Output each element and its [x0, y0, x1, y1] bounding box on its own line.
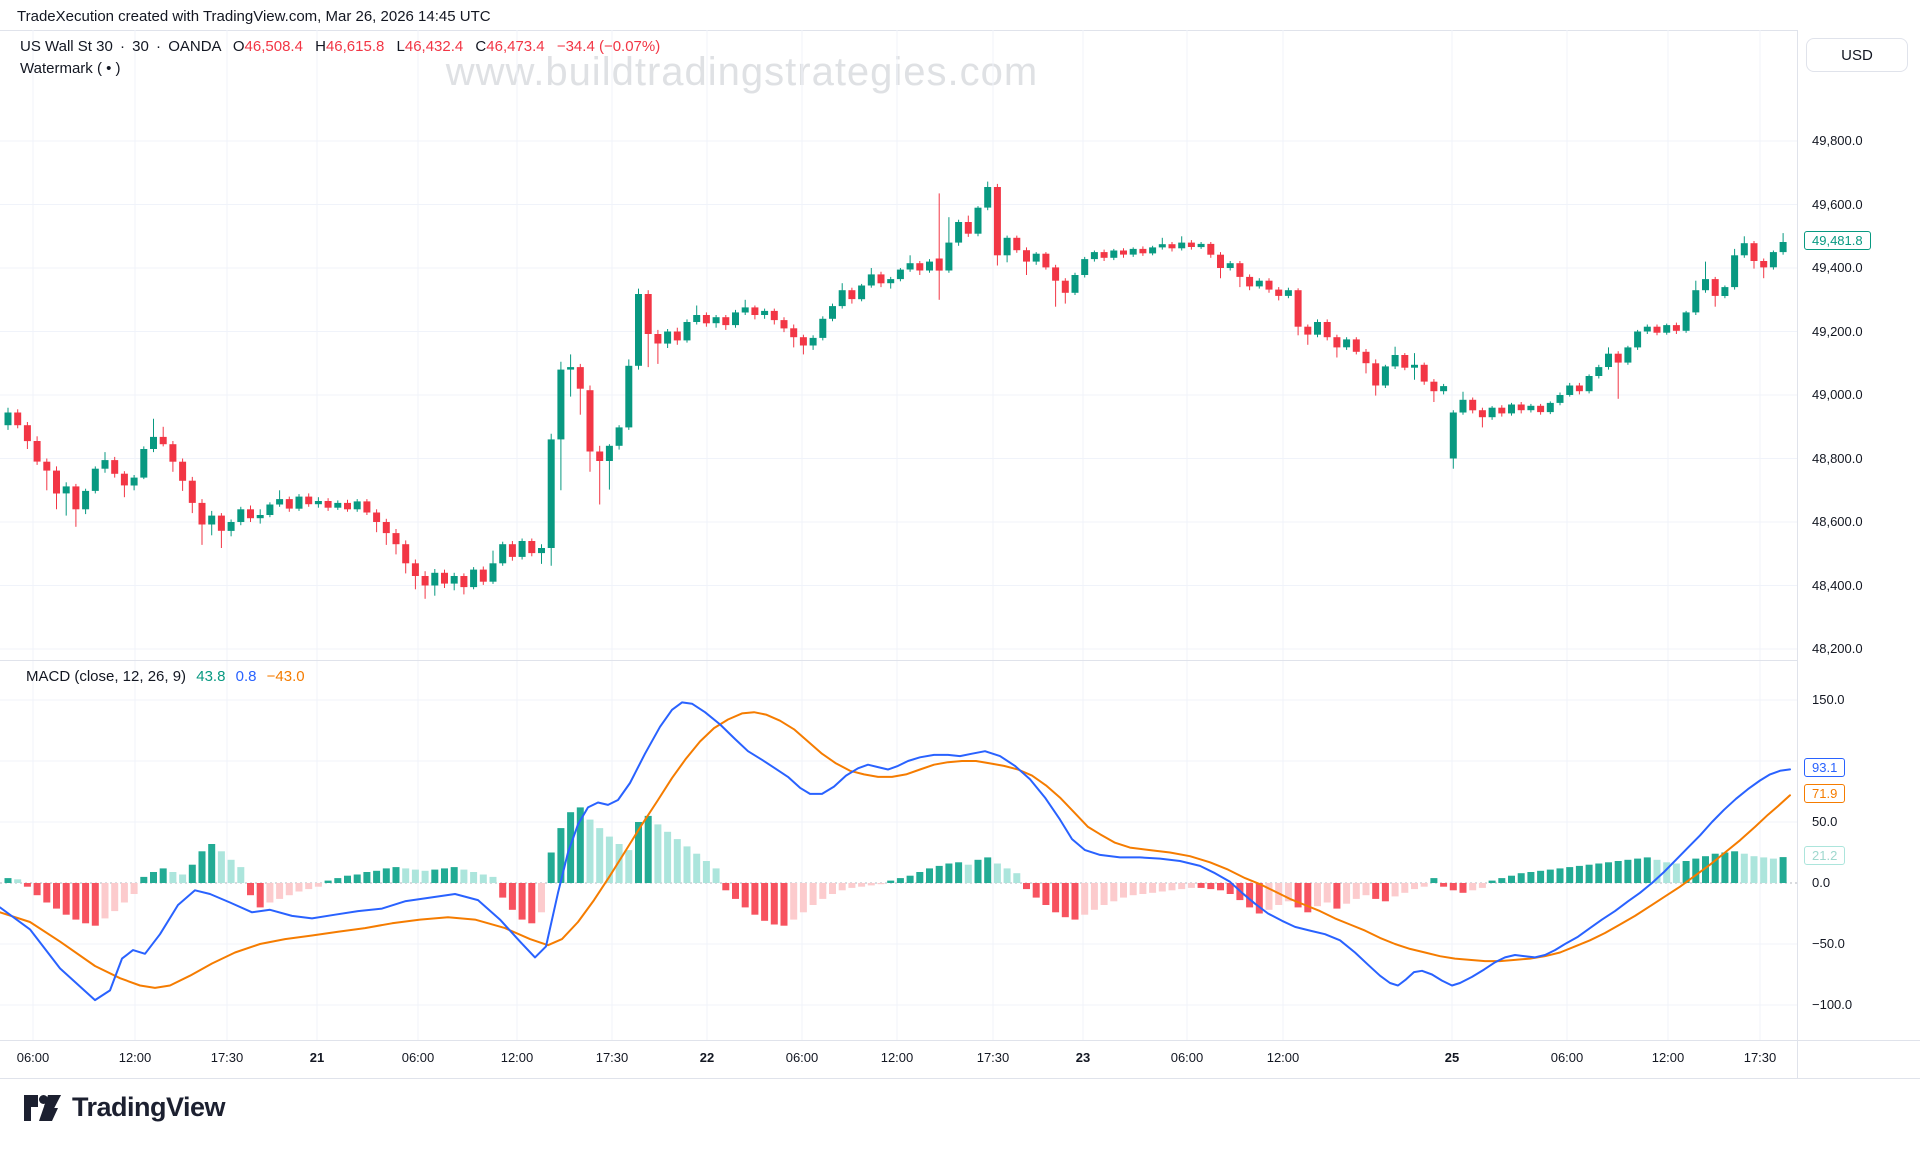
- watermark-indicator-legend[interactable]: Watermark ( • ): [20, 60, 121, 77]
- time-axis-label: 06:00: [1170, 1050, 1204, 1065]
- time-axis-label: 12:00: [1266, 1050, 1300, 1065]
- change-value: −34.4 (−0.07%): [556, 38, 661, 55]
- price-axis-label: 48,800.0: [1812, 450, 1863, 466]
- time-axis-label: 12:00: [880, 1050, 914, 1065]
- time-axis-border: [0, 1040, 1920, 1041]
- legend-separator: ·: [119, 38, 125, 55]
- time-axis-label: 17:30: [210, 1050, 244, 1065]
- low-value: 46,432.4: [404, 38, 464, 55]
- high-value: 46,615.8: [325, 38, 385, 55]
- price-axis-label: 48,200.0: [1812, 641, 1863, 656]
- high-label: H: [315, 38, 326, 55]
- macd-hist-badge: 21.2: [1804, 846, 1846, 866]
- macd-signal-badge: 71.9: [1804, 784, 1846, 804]
- macd-line-value: 0.8: [235, 668, 257, 685]
- macd-legend[interactable]: MACD (close, 12, 26, 9) 43.8 0.8 −43.0: [20, 668, 305, 685]
- tradingview-logo-text: TradingView: [72, 1092, 226, 1122]
- watermark-text: www.buildtradingstrategies.com: [445, 50, 1039, 94]
- time-axis-day-label: 21: [309, 1050, 325, 1065]
- macd-axis-label: −50.0: [1812, 936, 1845, 951]
- price-axis-border: [1797, 30, 1798, 1078]
- currency-toggle-button[interactable]: USD: [1806, 38, 1908, 72]
- last-price-badge: 49,481.8: [1804, 231, 1871, 251]
- time-axis-label: 12:00: [500, 1050, 534, 1065]
- close-label: C: [475, 38, 487, 55]
- attribution-text: TradeXecution created with TradingView.c…: [17, 8, 491, 25]
- time-axis-day-label: 23: [1075, 1050, 1091, 1065]
- time-axis-label: 17:30: [595, 1050, 629, 1065]
- symbol-name[interactable]: US Wall St 30: [20, 38, 113, 55]
- symbol-interval[interactable]: 30: [132, 38, 149, 55]
- pane-separator[interactable]: [0, 660, 1797, 661]
- time-axis-label: 17:30: [1743, 1050, 1777, 1065]
- tradingview-logo-icon: [24, 1094, 61, 1121]
- time-axis-label: 06:00: [16, 1050, 50, 1065]
- price-axis-label: 49,600.0: [1812, 196, 1863, 212]
- time-axis-label: 12:00: [118, 1050, 152, 1065]
- time-axis-label: 06:00: [785, 1050, 819, 1065]
- macd-line-badge: 93.1: [1804, 758, 1846, 778]
- symbol-legend[interactable]: US Wall St 30 · 30 · OANDA O46,508.4 H46…: [20, 38, 660, 55]
- macd-title[interactable]: MACD (close, 12, 26, 9): [26, 668, 187, 685]
- price-axis-label: 49,800.0: [1812, 133, 1863, 148]
- open-label: O: [232, 38, 245, 55]
- close-value: 46,473.4: [486, 38, 545, 55]
- tradingview-logo[interactable]: TradingView: [24, 1092, 226, 1123]
- price-axis-label: 49,000.0: [1812, 387, 1863, 402]
- macd-signal-value: −43.0: [266, 668, 305, 685]
- time-axis-label: 06:00: [401, 1050, 435, 1065]
- price-axis-label: 49,400.0: [1812, 260, 1863, 275]
- macd-axis-label: 0.0: [1812, 875, 1831, 890]
- price-axis-label: 48,400.0: [1812, 577, 1863, 593]
- low-label: L: [396, 38, 405, 55]
- chart-frame: [0, 30, 1797, 1079]
- time-axis-label: 12:00: [1651, 1050, 1685, 1065]
- time-axis-label: 17:30: [976, 1050, 1010, 1065]
- time-axis-label: 06:00: [1550, 1050, 1584, 1065]
- open-value: 46,508.4: [244, 38, 303, 55]
- macd-axis-label: 150.0: [1812, 692, 1845, 707]
- price-axis-label: 49,200.0: [1812, 323, 1863, 339]
- macd-hist-value: 43.8: [196, 668, 226, 685]
- symbol-exchange[interactable]: OANDA: [168, 38, 221, 55]
- macd-axis-label: −100.0: [1812, 997, 1853, 1012]
- price-axis-label: 48,600.0: [1812, 514, 1863, 529]
- chart-bottom-border: [0, 1078, 1920, 1079]
- legend-separator: ·: [156, 38, 162, 55]
- time-axis-day-label: 22: [699, 1050, 715, 1065]
- time-axis-day-label: 25: [1444, 1050, 1460, 1065]
- macd-axis-label: 50.0: [1812, 814, 1838, 829]
